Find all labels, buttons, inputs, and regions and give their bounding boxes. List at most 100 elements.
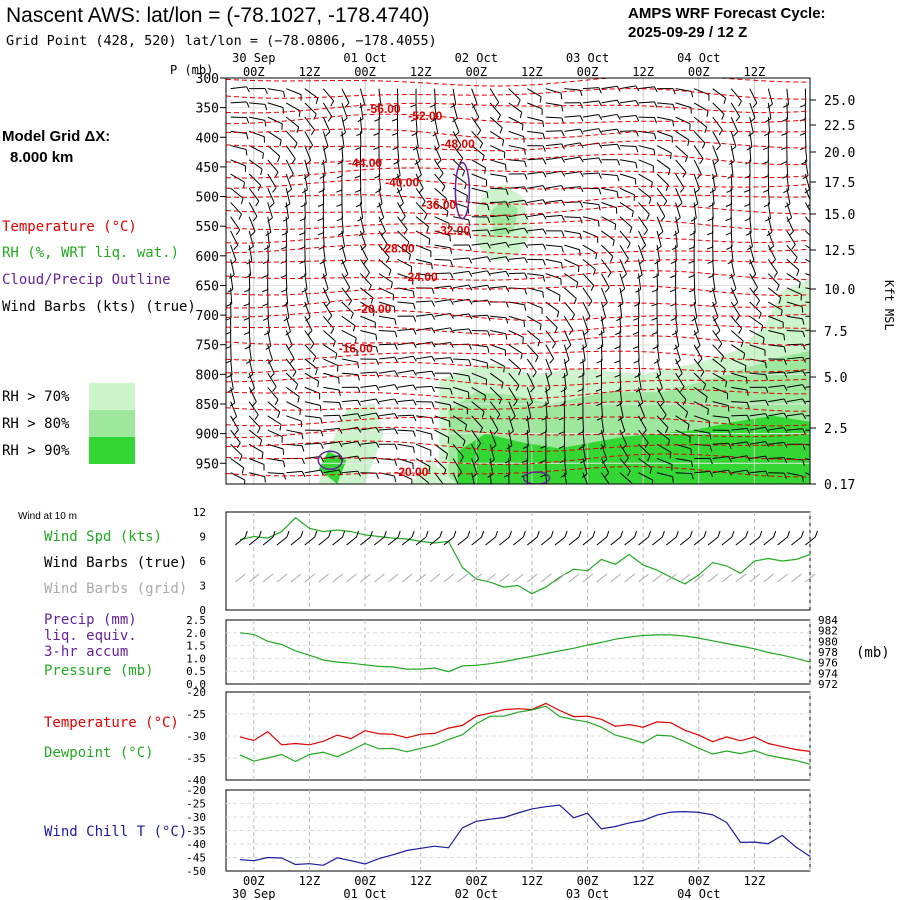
wind-barb-flag — [391, 132, 398, 136]
wind-barb — [508, 358, 522, 370]
wind-barb — [248, 273, 251, 290]
wind-barb-flag — [241, 467, 245, 474]
wind-barb-flag — [802, 370, 807, 377]
wind-barb — [322, 245, 326, 262]
wind-barb-flag — [581, 345, 587, 350]
wind-barb — [471, 159, 486, 169]
wind-barb-flag — [261, 289, 268, 293]
wind-barb-flag — [305, 160, 312, 165]
wind-barb-flag — [325, 131, 331, 137]
wind-barb — [619, 287, 624, 304]
wind-barb — [638, 273, 642, 290]
temperature-isotherm — [226, 194, 810, 205]
wind-barb-flag — [394, 398, 399, 405]
wind-barb-flag — [671, 331, 678, 336]
wind-barb — [508, 301, 525, 306]
wind-barb — [675, 429, 691, 438]
wind-barb — [471, 256, 488, 260]
wind-barb — [508, 116, 524, 125]
wind-barb-flag — [394, 357, 399, 363]
wind-barb-flag — [301, 458, 305, 465]
wind-barb-flag — [765, 427, 770, 433]
wind-barb-flag — [648, 198, 652, 205]
wind-barb — [786, 384, 803, 388]
wind-barb — [526, 330, 541, 341]
wind-barb-flag — [799, 104, 806, 108]
wind-barb-flag — [447, 437, 450, 444]
wind-barb-flag — [799, 132, 806, 136]
pressure-tick-label: 850 — [196, 398, 219, 413]
wind-barb — [749, 259, 757, 275]
wind-barb-flag — [705, 396, 708, 403]
wind-barb-flag — [677, 373, 683, 379]
wind-barb-flag — [394, 475, 397, 483]
surface-wind-barb-flag — [759, 530, 763, 538]
wind-barb — [508, 130, 525, 138]
wind-barb-flag — [577, 417, 584, 421]
wind-barb — [619, 99, 636, 104]
wind-barb — [248, 187, 260, 202]
wind-barb — [452, 145, 464, 159]
wind-barb-flag — [431, 275, 434, 282]
wind-barb-flag — [391, 118, 398, 122]
wind-barb-flag — [802, 398, 807, 405]
wind-barb — [527, 158, 544, 161]
panel-tick-label: -20 — [186, 784, 206, 797]
temperature-isotherm — [226, 374, 810, 387]
wind-barb-flag — [235, 229, 241, 236]
wind-barb-flag — [441, 485, 444, 490]
wind-barb-flag — [264, 476, 266, 483]
wind-barb-flag — [540, 459, 547, 463]
panel-tick-label: -40 — [186, 838, 206, 851]
wind-barb-flag — [524, 242, 528, 249]
wind-barb — [712, 358, 726, 370]
wind-barb-flag — [426, 226, 430, 233]
wind-barb-flag — [590, 285, 595, 291]
wind-barb — [267, 159, 279, 173]
grid-wind-barb — [248, 573, 260, 583]
surface-wind-barb — [721, 536, 733, 546]
wind-barb-flag — [487, 315, 491, 321]
surface-wind-barb-flag — [328, 530, 332, 538]
wind-barb — [693, 88, 710, 96]
wind-barb — [415, 230, 431, 240]
wind-barb-flag — [503, 489, 509, 491]
wind-barb — [545, 102, 562, 106]
wind-barb-flag — [801, 306, 804, 313]
wind-barb-flag — [542, 145, 546, 152]
wind-barb-flag — [487, 299, 491, 306]
wind-barb — [582, 273, 595, 286]
wind-barb-flag — [616, 402, 623, 407]
height-tick-label: 0.17 — [824, 478, 855, 493]
wind-barb — [675, 173, 685, 188]
wind-barb — [267, 401, 281, 413]
wind-barb-flag — [285, 331, 291, 336]
wind-barb — [416, 300, 433, 303]
rh-region — [411, 457, 458, 484]
wind-barb-flag — [579, 233, 582, 240]
wind-barb — [675, 372, 685, 387]
wind-barb — [768, 344, 785, 348]
wind-barb-flag — [279, 424, 282, 431]
wind-barb — [378, 413, 395, 417]
wind-barb-flag — [394, 428, 398, 435]
wind-barb-flag — [317, 381, 320, 388]
wind-barb — [471, 386, 486, 396]
wind-barb — [230, 443, 243, 456]
wind-barb-flag — [598, 157, 603, 164]
wind-barb-flag — [252, 216, 258, 222]
dewpoint-label: Dewpoint (°C) — [44, 745, 154, 761]
surface-wind-barb-flag — [314, 530, 318, 538]
wind-barb — [267, 188, 275, 204]
wind-barb-flag — [663, 200, 668, 207]
surface-wind-barb — [540, 536, 552, 546]
wind-barb — [508, 344, 523, 354]
wind-barb — [341, 441, 358, 445]
wind-barb — [601, 230, 615, 241]
wind-barb — [304, 259, 307, 276]
wind-barb — [452, 458, 462, 473]
wind-barb-flag — [616, 317, 622, 322]
wind-barb — [675, 245, 677, 262]
wind-barb-flag — [243, 181, 245, 189]
wind-barb-flag — [738, 328, 742, 334]
